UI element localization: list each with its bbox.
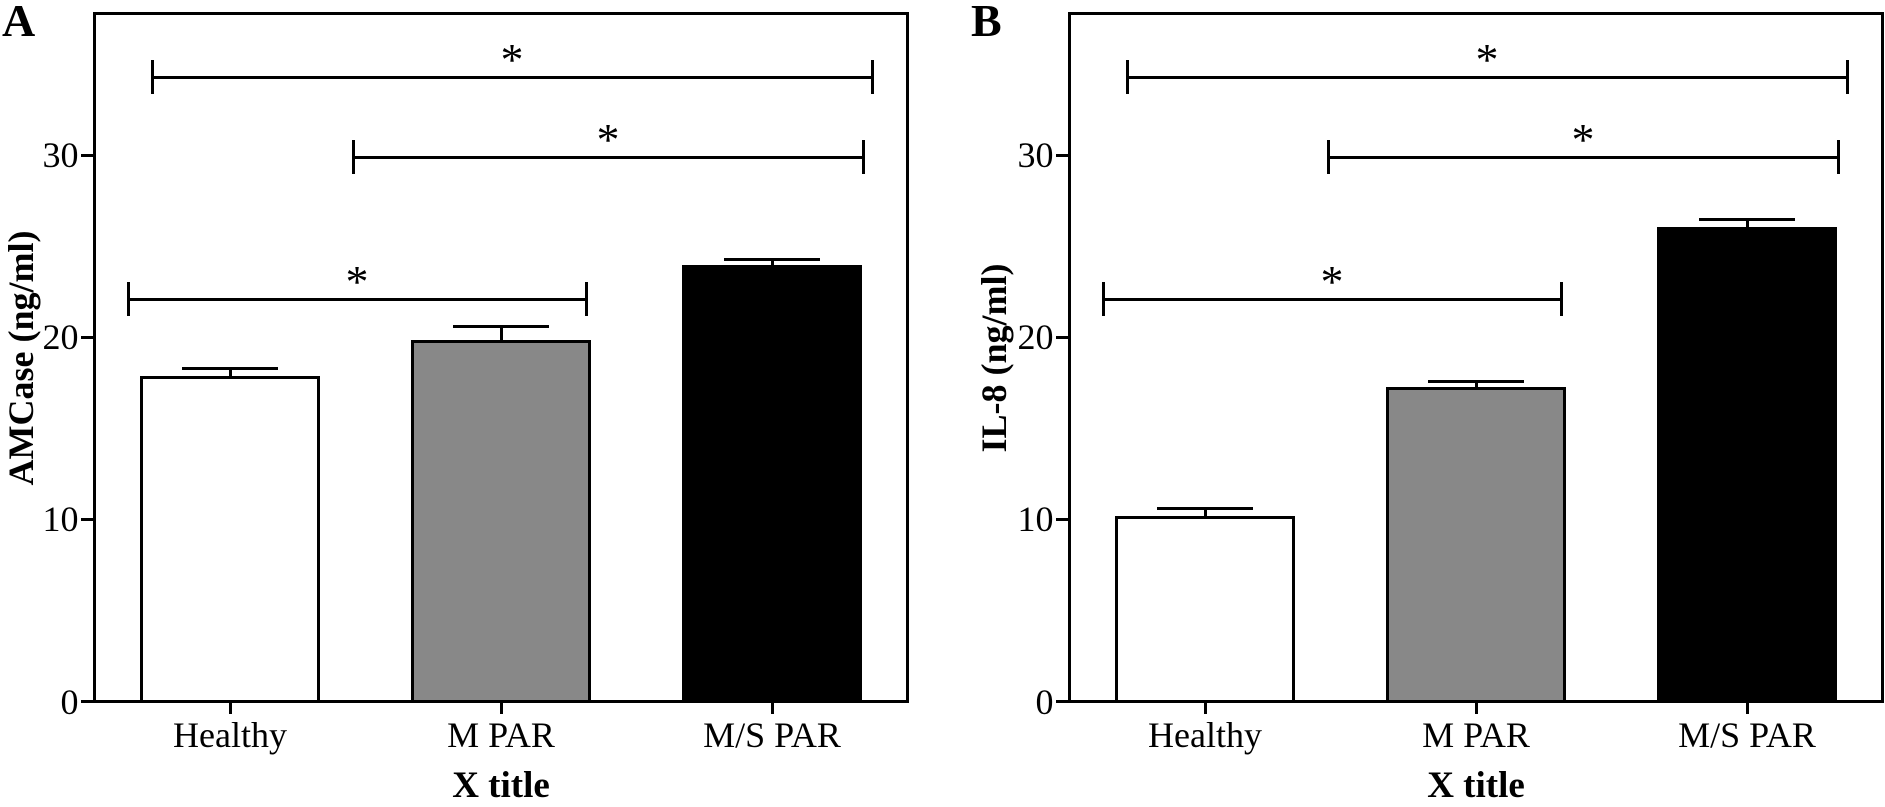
x-tick xyxy=(228,703,232,714)
x-category-label: M/S PAR xyxy=(703,715,841,755)
y-tick-label: 0 xyxy=(60,681,79,722)
y-tick xyxy=(1056,335,1071,339)
significance-bracket-end-right xyxy=(1845,60,1849,95)
significance-bracket-end-right xyxy=(861,140,865,175)
error-bar-cap xyxy=(1428,379,1524,383)
significance-bracket-line xyxy=(128,297,586,301)
significance-asterisk: * xyxy=(1320,256,1344,308)
significance-asterisk: * xyxy=(500,34,524,86)
panel-label: A xyxy=(2,0,36,46)
x-category-label: M PAR xyxy=(447,715,555,755)
error-bar-cap xyxy=(182,366,278,370)
bar-healthy xyxy=(140,376,320,703)
significance-bracket-end-right xyxy=(870,60,874,95)
significance-bracket-line xyxy=(1103,297,1561,301)
error-bar-stem xyxy=(1203,508,1207,520)
y-tick xyxy=(81,153,96,157)
error-bar-cap xyxy=(453,325,549,329)
y-tick-label: 20 xyxy=(42,317,79,358)
bar-healthy xyxy=(1115,516,1295,703)
panel-label: B xyxy=(971,0,1002,46)
y-tick xyxy=(81,517,96,521)
error-bar-stem xyxy=(1474,381,1478,391)
significance-bracket-line xyxy=(1328,155,1838,159)
y-tick xyxy=(81,700,96,703)
significance-asterisk: * xyxy=(345,256,369,308)
significance-bracket-end-left xyxy=(150,60,154,95)
significance-bracket-end-left xyxy=(126,282,130,317)
y-tick-label: 30 xyxy=(1017,135,1054,176)
error-bar-cap xyxy=(724,257,820,261)
x-axis-title: X title xyxy=(452,765,550,806)
bar-m-par xyxy=(411,339,591,703)
significance-asterisk: * xyxy=(1571,114,1595,166)
y-tick xyxy=(1056,517,1071,521)
error-bar-cap xyxy=(1157,507,1253,511)
error-bar-stem xyxy=(228,368,232,380)
significance-bracket-end-left xyxy=(351,140,355,175)
significance-asterisk: * xyxy=(1475,34,1499,86)
significance-bracket-line xyxy=(353,155,863,159)
x-tick xyxy=(1474,703,1478,714)
x-category-label: Healthy xyxy=(173,715,287,755)
error-bar-stem xyxy=(499,326,503,344)
error-bar-cap xyxy=(1699,217,1795,221)
significance-bracket-line xyxy=(1127,75,1847,79)
y-tick-label: 30 xyxy=(42,135,79,176)
x-tick xyxy=(1745,703,1749,714)
y-tick xyxy=(1056,153,1071,157)
bar-m-s-par xyxy=(1657,226,1837,703)
x-tick xyxy=(1203,703,1207,714)
y-tick-label: 20 xyxy=(1017,317,1054,358)
significance-bracket-end-left xyxy=(1326,140,1330,175)
x-category-label: M/S PAR xyxy=(1678,715,1816,755)
x-category-label: Healthy xyxy=(1148,715,1262,755)
x-axis-title: X title xyxy=(1427,765,1525,806)
significance-bracket-end-right xyxy=(1559,282,1563,317)
error-bar-stem xyxy=(770,259,774,269)
y-tick-label: 10 xyxy=(1017,499,1054,540)
x-tick xyxy=(499,703,503,714)
x-tick xyxy=(770,703,774,714)
y-tick xyxy=(1056,700,1071,703)
significance-bracket-end-right xyxy=(584,282,588,317)
significance-bracket-end-right xyxy=(1836,140,1840,175)
error-bar-stem xyxy=(1745,219,1749,231)
bar-m-s-par xyxy=(682,264,862,703)
significance-bracket-end-left xyxy=(1125,60,1129,95)
significance-bracket-line xyxy=(152,75,872,79)
y-tick-label: 10 xyxy=(42,499,79,540)
y-tick-label: 0 xyxy=(1035,681,1054,722)
significance-asterisk: * xyxy=(596,114,620,166)
bar-m-par xyxy=(1386,386,1566,703)
significance-bracket-end-left xyxy=(1101,282,1105,317)
x-category-label: M PAR xyxy=(1422,715,1530,755)
y-tick xyxy=(81,335,96,339)
